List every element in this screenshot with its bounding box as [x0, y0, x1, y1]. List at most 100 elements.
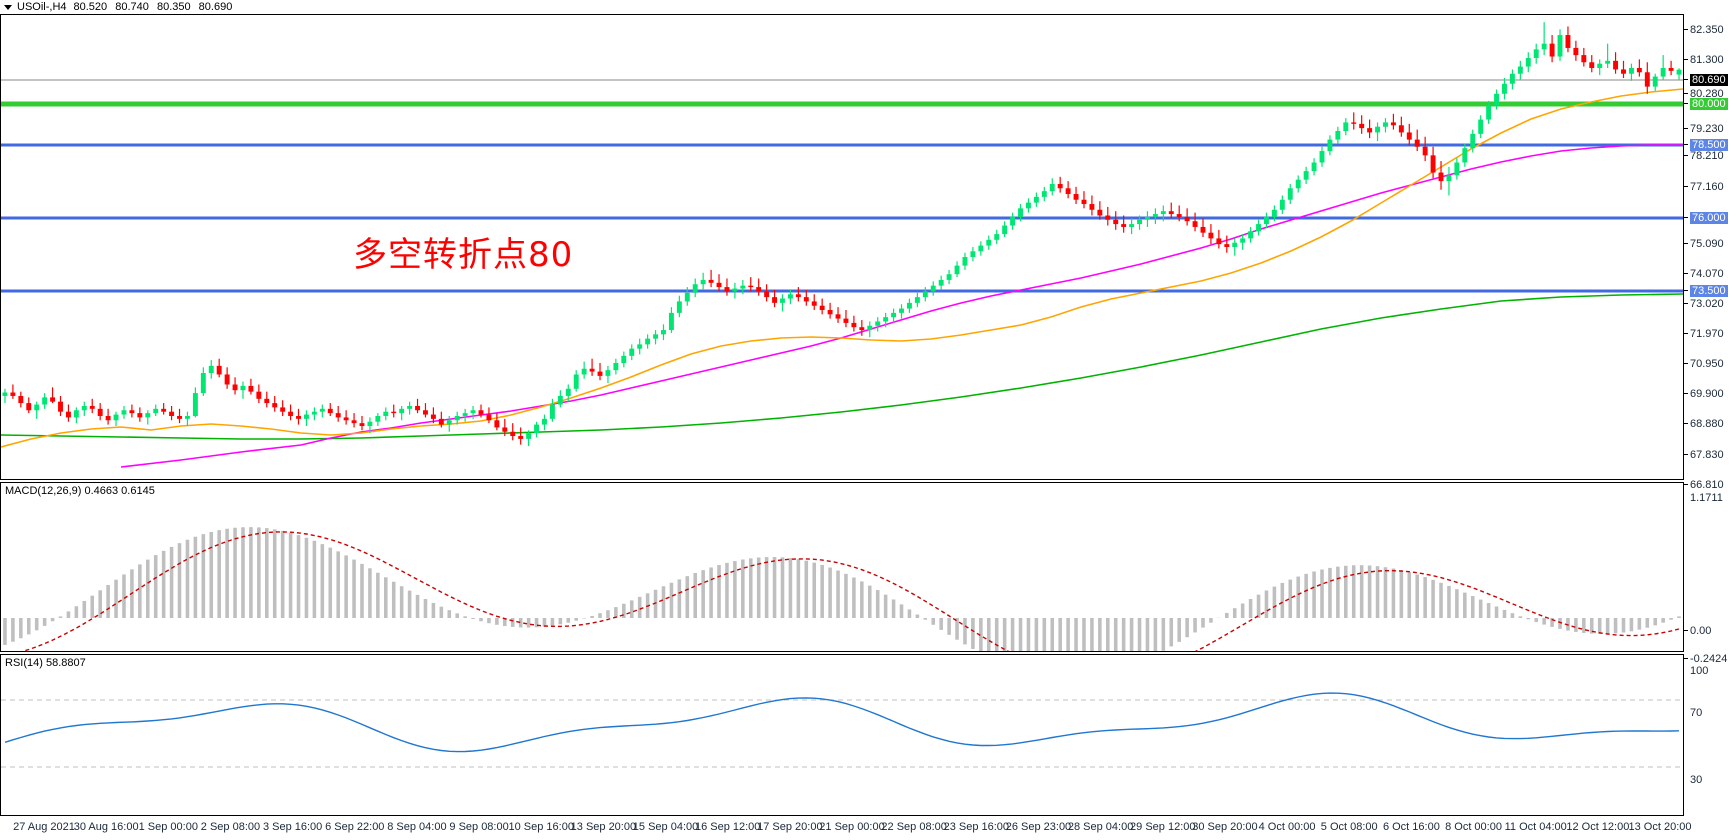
candle-body	[827, 310, 833, 315]
open-value: 80.520	[73, 1, 108, 13]
time-axis-label: 27 Aug 2021	[13, 821, 75, 833]
candle-body	[811, 301, 817, 306]
price-panel[interactable]: 多空转折点80	[0, 14, 1684, 480]
macd-plot[interactable]	[1, 483, 1683, 651]
axis-tick-rsi: 70	[1684, 707, 1702, 719]
time-axis-label: 21 Sep 00:00	[819, 821, 885, 833]
candle-body	[1351, 122, 1357, 124]
candle-body	[883, 317, 889, 322]
candle-body	[899, 308, 904, 313]
axis-tick-mark	[1684, 658, 1688, 660]
candle-body	[423, 410, 428, 415]
candle-body	[1049, 183, 1055, 192]
candle-body	[296, 415, 301, 419]
axis-tick-mark	[1684, 103, 1688, 105]
axis-tick-value: 80.280	[1690, 88, 1724, 100]
candle-body	[502, 427, 508, 432]
candle-body	[1319, 151, 1325, 163]
candle-body	[629, 348, 635, 356]
chart-annotation: 多空转折点80	[353, 235, 574, 275]
candle-body	[1367, 128, 1373, 133]
candle-body	[1073, 194, 1079, 200]
triangle-down-icon[interactable]	[4, 4, 12, 10]
candle-body	[375, 415, 381, 422]
candle-body	[637, 344, 643, 349]
axis-tick-mark	[1684, 333, 1688, 335]
rsi-panel[interactable]: RSI(14) 58.8807	[0, 654, 1684, 816]
candle-body	[1168, 211, 1174, 215]
axis-tick-price: 80.280	[1684, 88, 1724, 100]
candle-body	[962, 257, 968, 266]
candle-body	[891, 312, 897, 318]
candle-body	[1398, 125, 1404, 133]
candle-body	[65, 411, 71, 418]
candle-body	[518, 436, 524, 439]
candle-body	[946, 274, 952, 280]
candle-body	[1628, 67, 1634, 74]
axis-tick-value: 75.090	[1690, 238, 1724, 250]
candle-body	[1081, 199, 1087, 205]
candle-body	[264, 398, 270, 404]
candle-body	[819, 305, 825, 311]
candle-body	[399, 408, 405, 414]
price-plot[interactable]	[1, 15, 1683, 479]
candle-body	[851, 322, 857, 328]
candle-body	[867, 325, 873, 331]
candle-body	[1232, 242, 1238, 247]
candle-body	[1018, 208, 1023, 217]
time-axis-label: 12 Oct 12:00	[1566, 821, 1630, 833]
candle-body	[922, 291, 928, 298]
axis-tick-price: 71.970	[1684, 328, 1724, 340]
candle-body	[407, 405, 413, 409]
candle-body	[10, 392, 16, 396]
chart-header: USOil-,H4 80.520 80.740 80.350 80.690	[0, 0, 1730, 14]
time-axis-label: 1 Sep 00:00	[138, 821, 198, 833]
candle-body	[1589, 62, 1595, 68]
close-value: 80.690	[198, 1, 233, 13]
candle-body	[145, 413, 151, 418]
candle-body	[970, 251, 976, 258]
candle-body	[359, 423, 365, 427]
candle-body	[81, 405, 87, 411]
time-axis-label: 10 Sep 16:00	[508, 821, 574, 833]
time-axis-label: 4 Oct 00:00	[1258, 821, 1316, 833]
axis-tick-mark	[1684, 186, 1688, 188]
axis-tick-mark	[1684, 93, 1688, 95]
candle-body	[1121, 224, 1127, 227]
candle-body	[486, 414, 492, 421]
candle-body	[1343, 122, 1349, 131]
macd-panel[interactable]: MACD(12,26,9) 0.4663 0.6145	[0, 482, 1684, 652]
price-axis[interactable]: 82.350 81.300 80.690 80.280 80.000 79.230 78.5…	[1684, 14, 1730, 816]
candle-body	[113, 414, 119, 421]
candle-body	[1287, 188, 1293, 200]
axis-tick-price: 78.500	[1684, 139, 1728, 151]
ma-slow-line	[1, 293, 1683, 440]
time-axis: 27 Aug 2021 30 Aug 16:00 1 Sep 00:00 2 Sep …	[0, 817, 1691, 840]
candle-body	[1509, 73, 1515, 84]
candle-body	[1105, 215, 1111, 220]
candle-body	[1327, 139, 1333, 152]
candle-body	[1438, 172, 1444, 182]
axis-tick-value: 30	[1690, 774, 1703, 786]
candle-body	[1383, 122, 1388, 127]
candle-body	[676, 301, 682, 313]
candle-body	[335, 413, 341, 418]
candle-body	[1454, 162, 1460, 176]
candle-body	[105, 415, 111, 421]
candle-body	[621, 355, 627, 363]
candle-body	[1303, 171, 1309, 180]
axis-tick-mark	[1684, 273, 1688, 275]
axis-tick-value: 80.690	[1690, 74, 1728, 86]
axis-tick-value: 1.1711	[1690, 492, 1723, 504]
axis-tick-rsi: 30	[1684, 774, 1702, 786]
candle-body	[200, 373, 206, 394]
rsi-plot[interactable]	[1, 655, 1683, 815]
candle-body	[240, 385, 246, 391]
candle-body	[692, 284, 698, 293]
axis-tick-price: 69.900	[1684, 388, 1724, 400]
time-axis-label: 3 Sep 16:00	[262, 821, 323, 833]
candle-body	[1057, 183, 1063, 189]
candle-body	[653, 334, 659, 339]
axis-tick-value: 78.210	[1690, 150, 1724, 162]
